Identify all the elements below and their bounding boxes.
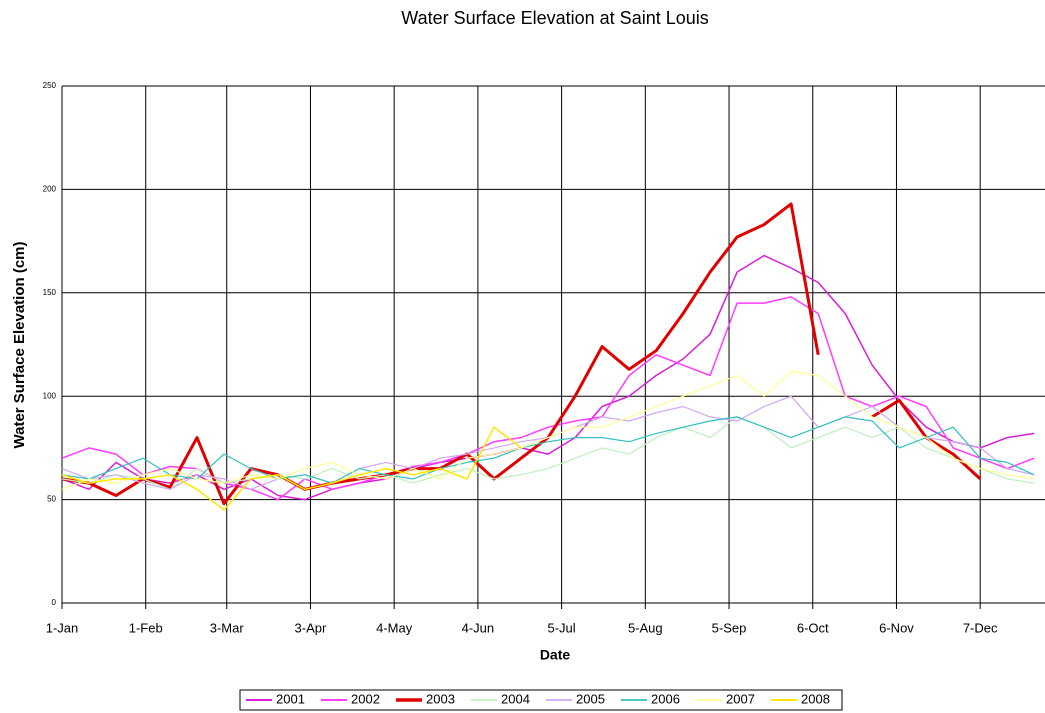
y-tick-label: 200 <box>43 185 57 194</box>
x-tick-label: 1-Feb <box>129 620 163 635</box>
y-axis-label: Water Surface Elevation (cm) <box>11 241 28 448</box>
x-tick-label: 5-Sep <box>712 620 747 635</box>
series-line <box>61 416 1035 484</box>
y-tick-label: 250 <box>43 81 57 90</box>
x-tick-label: 5-Jul <box>548 620 576 635</box>
x-tick-label: 7-Dec <box>963 620 998 635</box>
legend-label: 2004 <box>501 691 530 706</box>
y-tick-label: 100 <box>43 391 57 400</box>
x-tick-label: 1-Jan <box>46 620 79 635</box>
y-tick-label: 150 <box>43 288 57 297</box>
legend-label: 2002 <box>351 691 380 706</box>
legend-label: 2007 <box>726 691 755 706</box>
series-line <box>61 426 522 511</box>
legend-box <box>239 689 843 711</box>
x-tick-label: 3-Mar <box>210 620 245 635</box>
x-tick-label: 3-Apr <box>295 620 327 635</box>
x-axis-label: Date <box>540 647 571 663</box>
legend-label: 2005 <box>576 691 605 706</box>
x-tick-label: 4-May <box>376 620 413 635</box>
y-tick-label: 0 <box>52 598 57 607</box>
legend-label: 2008 <box>801 691 830 706</box>
series-line <box>61 395 1035 490</box>
legend-label: 2006 <box>651 691 680 706</box>
x-tick-label: 6-Oct <box>797 620 829 635</box>
x-tick-label: 5-Aug <box>628 620 663 635</box>
series-line <box>61 254 1035 501</box>
legend-label: 2003 <box>426 691 455 706</box>
legend-label: 2001 <box>276 691 305 706</box>
chart-title: Water Surface Elevation at Saint Louis <box>401 8 709 28</box>
series-line <box>61 370 1035 490</box>
series-line <box>61 202 982 506</box>
y-tick-label: 50 <box>47 495 56 504</box>
x-tick-label: 6-Nov <box>879 620 914 635</box>
x-tick-label: 4-Jun <box>462 620 495 635</box>
